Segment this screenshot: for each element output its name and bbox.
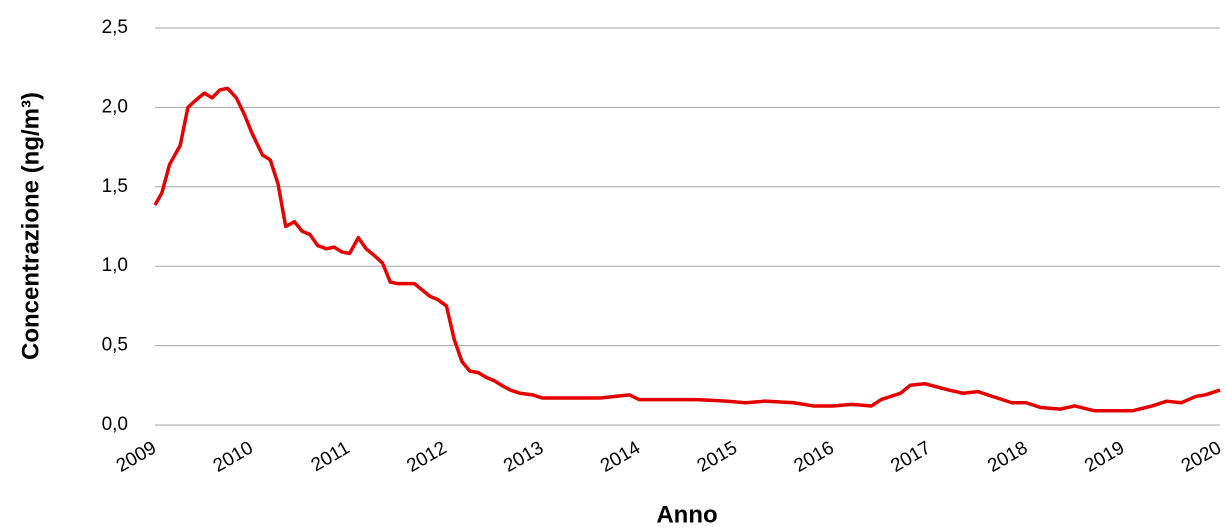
y-tick-label: 2,0: [102, 96, 128, 117]
x-tick-label: 2013: [500, 437, 547, 476]
x-tick-label: 2020: [1178, 437, 1225, 476]
x-tick-label: 2015: [694, 437, 741, 476]
x-tick-label: 2011: [308, 437, 354, 476]
x-tick-label: 2009: [113, 437, 160, 476]
x-axis-title: Anno: [656, 501, 717, 528]
x-tick-label: 2012: [403, 437, 450, 476]
y-tick-label: 0,5: [102, 335, 128, 356]
x-tick-label: 2016: [791, 437, 838, 476]
data-line: [153, 86, 1221, 413]
x-tick-label: 2018: [984, 437, 1031, 476]
x-tick-label: 2014: [597, 437, 644, 477]
x-tick-label: 2017: [887, 437, 934, 476]
y-tick-label: 0,0: [102, 414, 128, 435]
y-axis-title: Concentrazione (ng/m³): [17, 92, 44, 360]
x-tick-label: 2019: [1081, 437, 1128, 476]
y-tick-label: 1,5: [102, 176, 128, 197]
y-tick-label: 2,5: [102, 17, 128, 38]
y-tick-label: 1,0: [102, 255, 128, 276]
x-tick-label: 2010: [210, 437, 257, 476]
